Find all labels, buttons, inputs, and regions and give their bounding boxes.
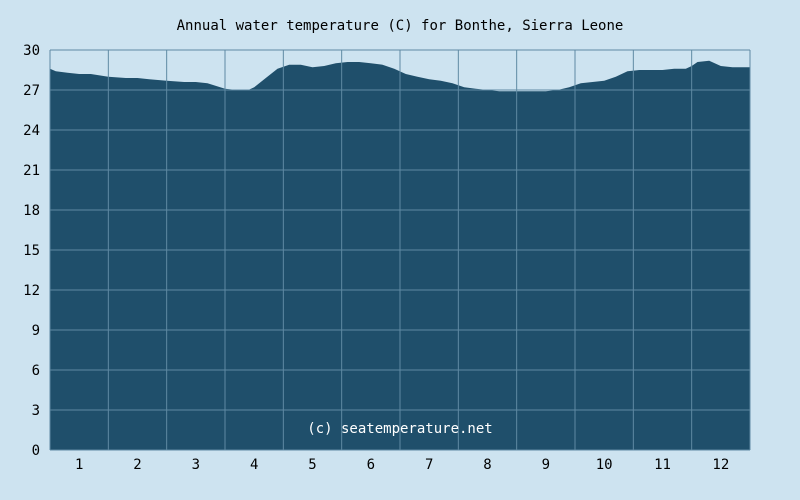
x-tick-label: 2: [133, 457, 141, 473]
y-tick-label: 6: [32, 363, 40, 379]
y-tick-label: 27: [23, 83, 40, 99]
y-tick-label: 30: [23, 43, 40, 59]
x-tick-label: 7: [425, 457, 433, 473]
x-tick-label: 1: [75, 457, 83, 473]
x-tick-label: 10: [596, 457, 613, 473]
watermark-text: (c) seatemperature.net: [307, 421, 492, 437]
chart-title: Annual water temperature (C) for Bonthe,…: [176, 18, 624, 34]
grid-layer: [49, 49, 751, 451]
y-tick-label: 18: [23, 203, 40, 219]
x-tick-label: 12: [712, 457, 729, 473]
x-tick-label: 9: [542, 457, 550, 473]
y-tick-label: 9: [32, 323, 40, 339]
y-axis-ticks: 0 3 6 9 12 15 18 21 24 27 30: [23, 43, 40, 459]
x-tick-label: 4: [250, 457, 258, 473]
y-tick-label: 21: [23, 163, 40, 179]
x-tick-label: 3: [192, 457, 200, 473]
y-tick-label: 12: [23, 283, 40, 299]
y-tick-label: 3: [32, 403, 40, 419]
x-axis-ticks: 1 2 3 4 5 6 7 8 9 10 11 12: [75, 457, 729, 473]
x-tick-label: 6: [367, 457, 375, 473]
y-tick-label: 0: [32, 443, 40, 459]
x-tick-label: 11: [654, 457, 671, 473]
x-tick-label: 5: [308, 457, 316, 473]
y-tick-label: 24: [23, 123, 40, 139]
y-tick-label: 15: [23, 243, 40, 259]
x-tick-label: 8: [483, 457, 491, 473]
